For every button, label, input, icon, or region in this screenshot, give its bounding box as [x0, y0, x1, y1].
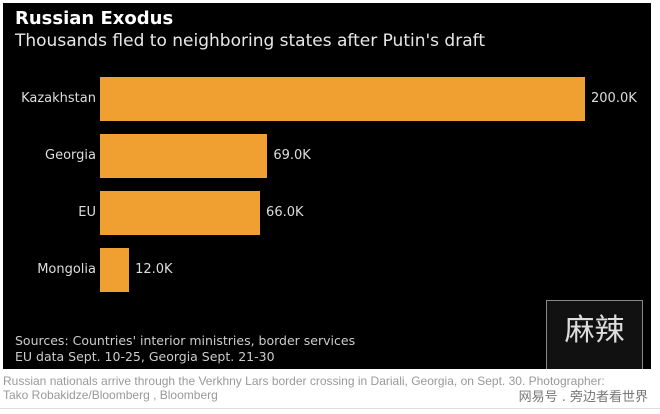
divider [0, 408, 660, 409]
chart-title: Russian Exodus [15, 8, 174, 29]
category-label: Kazakhstan [21, 91, 96, 106]
value-label: 12.0K [135, 262, 173, 277]
chart-panel: Russian Exodus Thousands fled to neighbo… [3, 3, 651, 369]
bar-mongolia [100, 248, 130, 292]
category-label: Georgia [45, 148, 96, 163]
bar-kazakhstan [100, 77, 585, 121]
value-label: 66.0K [266, 205, 304, 220]
category-label: Mongolia [37, 262, 96, 277]
chart-sources: Sources: Countries' interior ministries,… [15, 333, 356, 348]
category-label: EU [78, 205, 96, 220]
watermark-text: 网易号 . 旁边者看世界 [518, 390, 648, 405]
value-label: 69.0K [273, 148, 311, 163]
watermark-logo: 麻辣 [546, 300, 643, 369]
bar-georgia [100, 134, 268, 178]
chart-note: EU data Sept. 10-25, Georgia Sept. 21-30 [15, 349, 275, 364]
photo-caption-line1: Russian nationals arrive through the Ver… [3, 374, 605, 388]
value-label: 200.0K [591, 91, 637, 106]
photo-caption-line2: Tako Robakidze/Bloomberg , Bloomberg [3, 388, 218, 402]
bar-eu [100, 191, 261, 235]
chart-subtitle: Thousands fled to neighboring states aft… [15, 31, 485, 51]
